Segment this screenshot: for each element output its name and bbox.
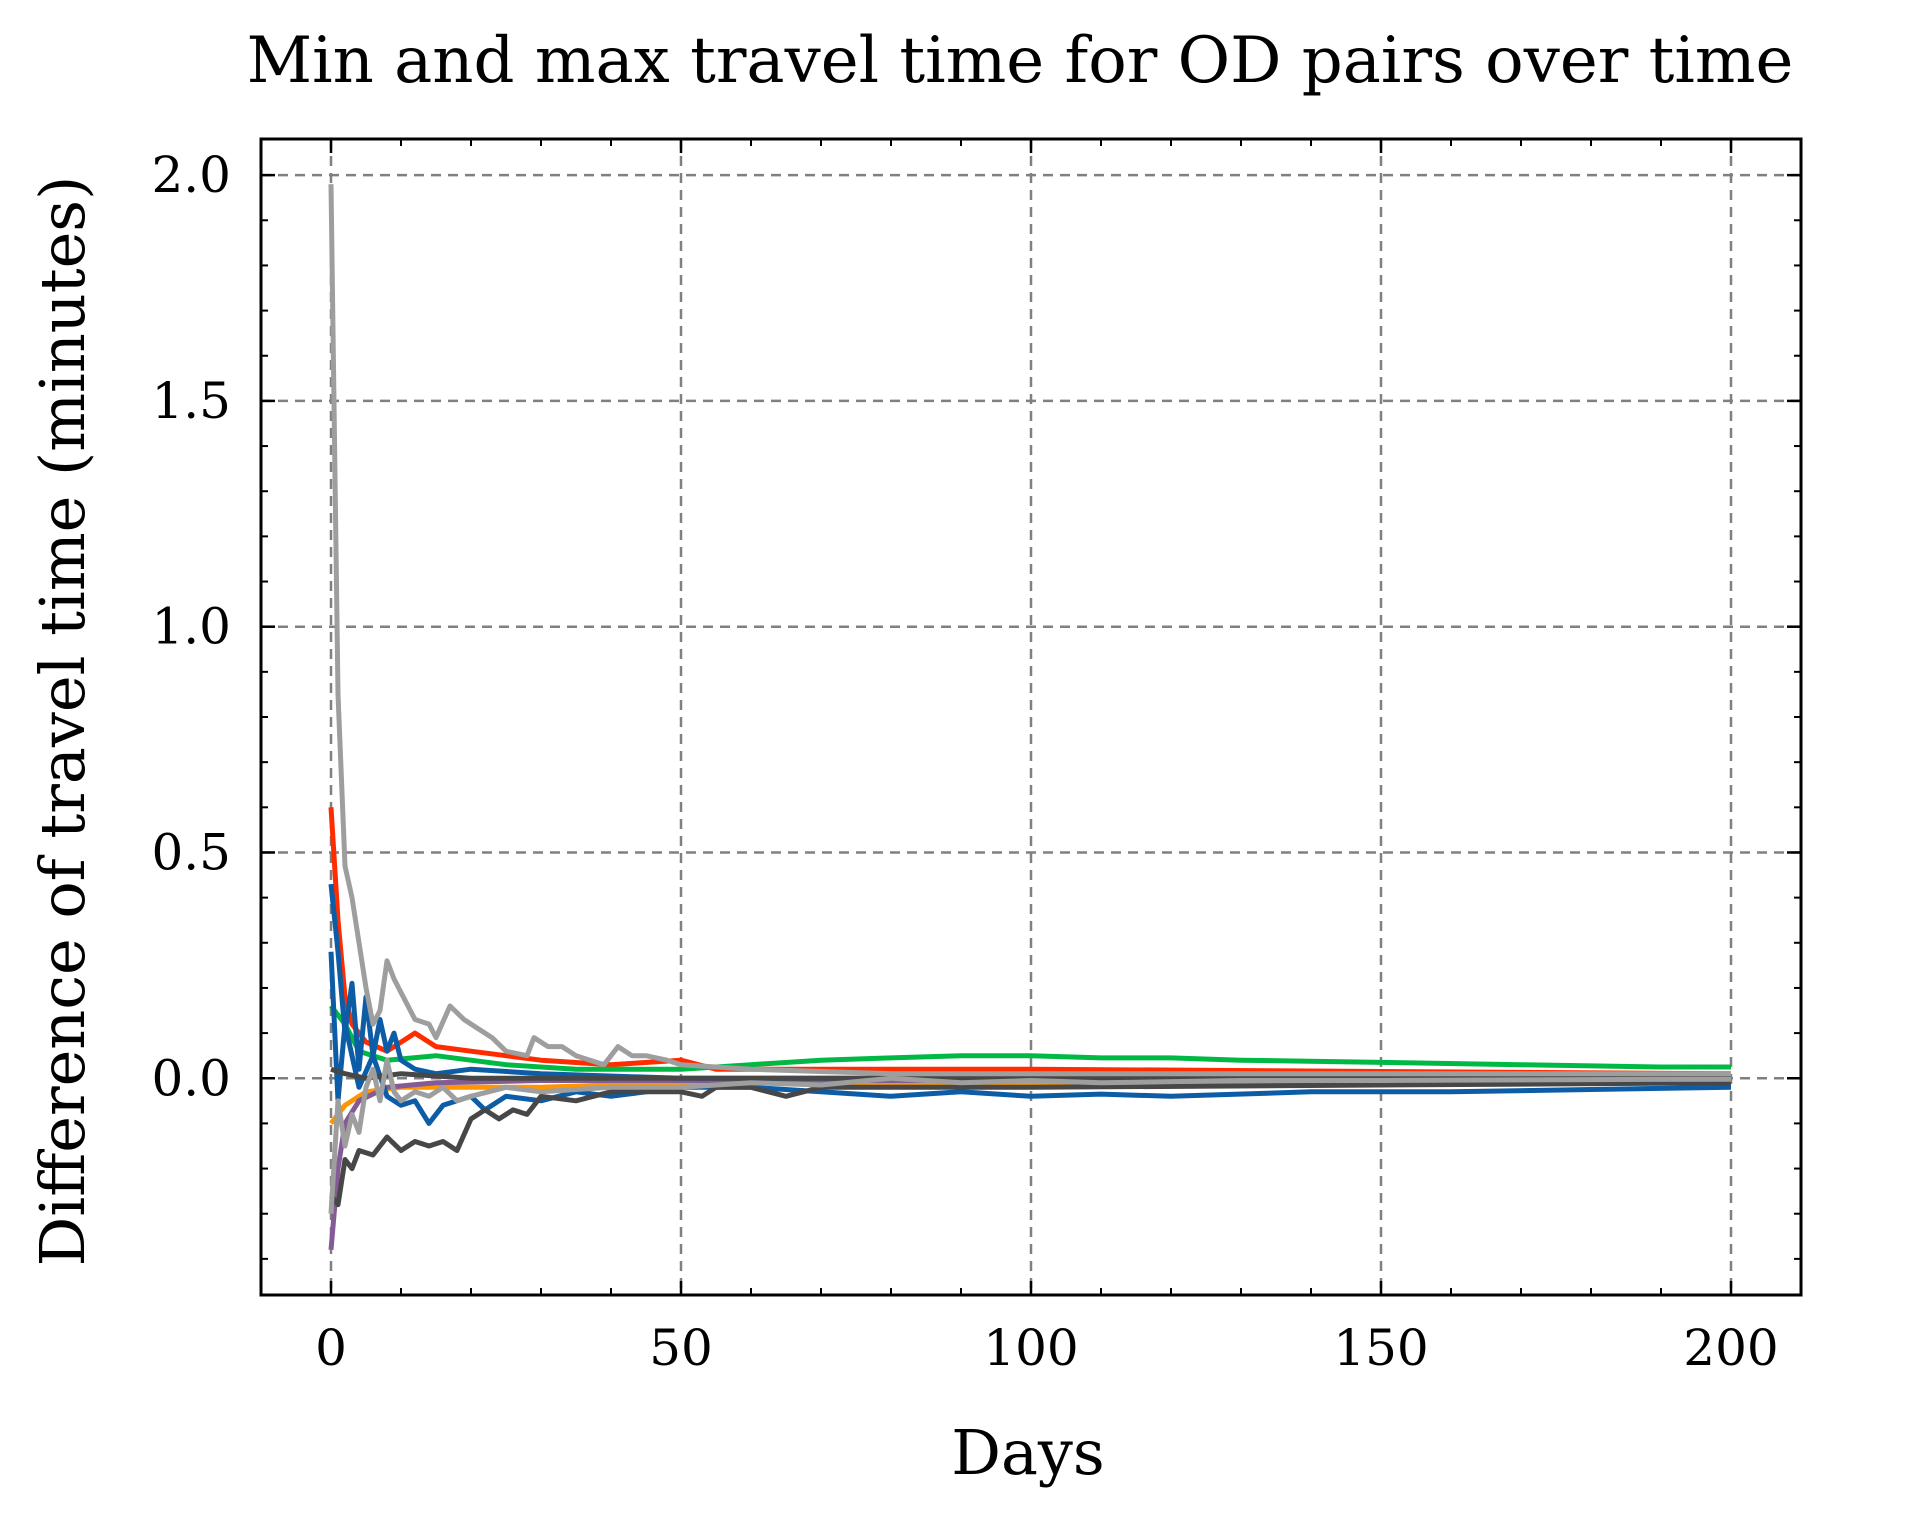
series-layer (328, 184, 1732, 1251)
series-line-5 (328, 883, 1731, 1081)
tick-layer (260, 139, 1802, 1295)
y-tick-label: 2.0 (151, 146, 231, 204)
grid-layer (261, 139, 1801, 1295)
series-line-10 (328, 1057, 1732, 1214)
y-tick-label: 0.0 (151, 1049, 231, 1107)
x-axis-label: Days (951, 1416, 1105, 1489)
series-line-7 (329, 1080, 1732, 1208)
x-tick-label: 50 (649, 1319, 713, 1377)
x-tick-label: 150 (1333, 1319, 1428, 1377)
series-line-1 (328, 807, 1732, 1077)
x-tick-label: 0 (315, 1319, 347, 1377)
y-tick-label: 0.5 (151, 823, 231, 881)
y-axis-label: Difference of travel time (minutes) (26, 176, 99, 1267)
y-tick-label: 1.5 (151, 372, 231, 430)
series-line-8 (330, 1066, 1731, 1081)
series-line-9 (328, 184, 1731, 1077)
x-tick-label: 200 (1683, 1319, 1778, 1377)
chart-title: Min and max travel time for OD pairs ove… (247, 24, 1794, 98)
series-line-2 (329, 1004, 1731, 1072)
tick-label-layer: 0 50 100 150 200 0.0 0.5 1.0 1.5 2.0 (151, 146, 1778, 1377)
y-tick-label: 1.0 (151, 598, 231, 656)
x-tick-label: 100 (983, 1319, 1078, 1377)
